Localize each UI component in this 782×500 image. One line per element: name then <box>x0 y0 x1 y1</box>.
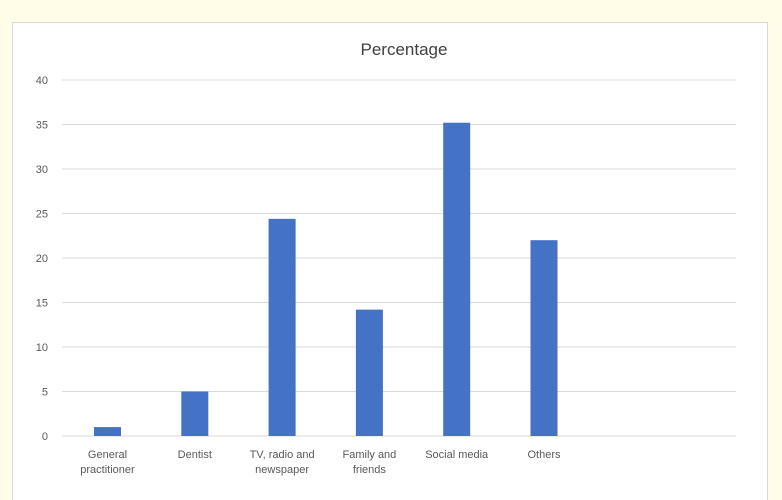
y-tick-label: 40 <box>36 75 48 87</box>
category-label-line: practitioner <box>80 464 135 476</box>
bar-3 <box>355 309 383 436</box>
category-label-2: TV, radio and newspaper <box>250 449 315 476</box>
y-axis-ticks: 0 5 10 15 20 25 30 35 40 <box>36 75 48 443</box>
category-label-0: General practitioner <box>80 449 135 476</box>
bars <box>94 122 558 436</box>
category-label-line: friends <box>353 464 387 476</box>
bar-1 <box>181 391 209 436</box>
category-label-1: Dentist <box>178 449 212 461</box>
bar-4 <box>443 122 471 436</box>
y-tick-label: 15 <box>36 298 48 310</box>
y-tick-label: 30 <box>36 164 48 176</box>
category-label-line: newspaper <box>255 464 309 476</box>
category-label-line: TV, radio and <box>250 449 315 461</box>
bar-0 <box>94 427 121 436</box>
y-tick-label: 0 <box>42 431 48 443</box>
category-label-5: Others <box>527 449 561 461</box>
bar-2 <box>268 218 296 436</box>
y-tick-label: 20 <box>36 253 48 265</box>
chart-panel <box>12 22 768 500</box>
category-label-line: General <box>88 449 127 461</box>
x-axis-categories: General practitioner Dentist TV, radio and n… <box>80 449 561 476</box>
y-tick-label: 25 <box>36 209 48 221</box>
y-tick-label: 10 <box>36 342 48 354</box>
y-tick-label: 5 <box>42 387 48 399</box>
category-label-line: Social media <box>425 449 489 461</box>
category-label-3: Family and friends <box>343 449 397 476</box>
chart-title: Percentage <box>361 40 448 59</box>
category-label-line: Family and <box>343 449 397 461</box>
category-label-line: Dentist <box>178 449 212 461</box>
y-tick-label: 35 <box>36 120 48 132</box>
category-label-line: Others <box>527 449 561 461</box>
gridlines <box>62 79 736 437</box>
bar-5 <box>530 240 558 436</box>
category-label-4: Social media <box>425 449 489 461</box>
